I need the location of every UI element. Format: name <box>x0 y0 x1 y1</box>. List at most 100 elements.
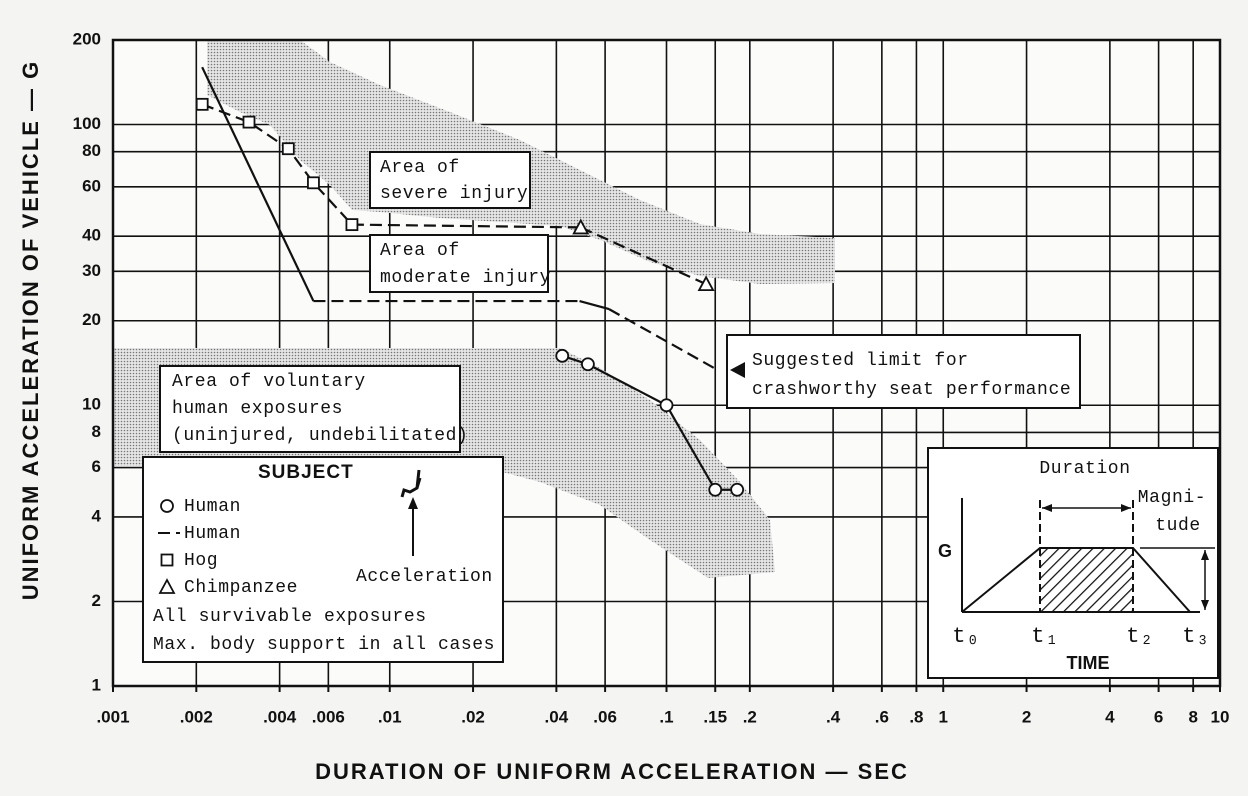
annotation: Area of <box>380 241 460 261</box>
x-tick-label: 8 <box>1188 707 1197 726</box>
inset-arrowhead <box>1121 504 1131 512</box>
marker <box>158 578 176 594</box>
series-connector <box>351 223 581 229</box>
inset-arrowhead <box>1042 504 1052 512</box>
inset-label: TIME <box>1067 653 1110 673</box>
marker <box>708 482 723 497</box>
x-tick-label: .8 <box>909 707 923 726</box>
legend-note: All survivable exposures <box>153 607 427 627</box>
x-tick-label: .6 <box>875 707 889 726</box>
x-tick-label: 10 <box>1211 707 1230 726</box>
marker <box>581 357 595 372</box>
y-tick-label: 10 <box>82 395 101 414</box>
x-tick-label: 2 <box>1022 707 1031 726</box>
legend-title: SUBJECT <box>258 462 354 483</box>
x-tick-label: .06 <box>593 707 617 726</box>
legend-label: Human <box>184 497 241 517</box>
y-tick-label: 40 <box>82 226 101 245</box>
marker <box>345 218 359 232</box>
x-tick-label: .2 <box>743 707 757 726</box>
y-tick-label: 30 <box>82 261 101 280</box>
x-tick-label: 6 <box>1154 707 1163 726</box>
y-tick-label: 8 <box>92 422 101 441</box>
y-tick-label: 1 <box>92 675 101 694</box>
series-segment <box>201 66 315 302</box>
x-tick-label: .02 <box>461 707 485 726</box>
x-tick-label: .01 <box>378 707 402 726</box>
y-tick-label: 4 <box>92 506 102 525</box>
inset: Duration Magni- tude G t₀ t₁ t₂ t₃ TIME <box>927 447 1219 679</box>
y-tick-label: 80 <box>82 141 101 160</box>
annotation: Suggested limit for <box>752 351 969 371</box>
series-segment <box>579 300 610 311</box>
legend-box <box>142 456 504 663</box>
inset-label: Magni- <box>1138 488 1206 508</box>
inset-label: Duration <box>1039 459 1130 479</box>
marker <box>160 499 174 513</box>
series-segment <box>608 308 716 370</box>
marker <box>307 176 320 190</box>
annotation: severe injury <box>380 184 528 204</box>
data-marks <box>195 66 745 497</box>
x-tick-label: .001 <box>96 707 129 726</box>
inset-arrowhead <box>1201 600 1209 610</box>
inset-label: t₁ <box>1031 624 1059 649</box>
marker <box>160 553 174 567</box>
series-line <box>580 226 707 286</box>
x-tick-label: 4 <box>1105 707 1115 726</box>
legend: SUBJECT Human Human Hog Chimpanzee All surv… <box>142 456 504 663</box>
x-tick-label: .006 <box>312 707 345 726</box>
inset-label: tude <box>1155 516 1201 536</box>
inset-pulse <box>961 547 1191 613</box>
marker <box>195 97 209 111</box>
annotation-arrow <box>730 362 745 378</box>
y-tick-label: 200 <box>73 29 101 48</box>
x-axis-title: DURATION OF UNIFORM ACCELERATION — SEC <box>315 759 909 784</box>
marker <box>572 218 590 235</box>
marker <box>730 482 745 497</box>
x-tick-label: .004 <box>263 707 297 726</box>
legend-note: Max. body support in all cases <box>153 635 495 655</box>
x-tick-label: .002 <box>180 707 213 726</box>
y-tick-label: 100 <box>73 114 101 133</box>
y-tick-label: 2 <box>92 591 101 610</box>
annotation-box <box>726 334 1081 409</box>
annotation: Area of voluntary <box>172 372 366 392</box>
annotation-box <box>369 151 531 209</box>
inset-arrowhead <box>1201 550 1209 560</box>
inset-label: t₂ <box>1126 624 1154 649</box>
seated-figure-icon <box>400 469 422 498</box>
x-tick-label: .15 <box>703 707 727 726</box>
inset-label: t₀ <box>952 624 980 649</box>
y-tick-label: 20 <box>82 310 101 329</box>
inset-hatch <box>1040 548 1133 612</box>
x-tick-label: .1 <box>659 707 673 726</box>
acceleration-arrowhead <box>408 497 418 509</box>
annotation-box <box>369 234 549 293</box>
x-tick-label: .4 <box>826 707 841 726</box>
x-tick-label: .04 <box>545 707 569 726</box>
x-tick-label: 1 <box>939 707 948 726</box>
marker <box>242 115 256 129</box>
legend-label: Chimpanzee <box>184 578 298 598</box>
legend-label: Hog <box>184 551 218 571</box>
marker <box>659 398 674 413</box>
annotation-box <box>159 365 461 453</box>
y-axis-title: UNIFORM ACCELERATION OF VEHICLE — G <box>18 60 43 601</box>
annotation: human exposures <box>172 399 343 419</box>
annotation: moderate injury <box>380 268 551 288</box>
y-tick-label: 60 <box>82 176 101 195</box>
marker <box>281 142 295 156</box>
marker <box>697 275 715 292</box>
acceleration-label: Acceleration <box>356 567 493 587</box>
legend-label: Human <box>184 524 241 544</box>
marker <box>555 348 570 363</box>
annotation: (uninjured, undebilitated) <box>172 426 468 446</box>
annotation: crashworthy seat performance <box>752 380 1071 400</box>
inset-label: t₃ <box>1182 624 1210 649</box>
legend-entries: Human Human Hog Chimpanzee <box>158 497 298 598</box>
annotation: Area of <box>380 158 460 178</box>
inset-label: G <box>938 541 952 561</box>
